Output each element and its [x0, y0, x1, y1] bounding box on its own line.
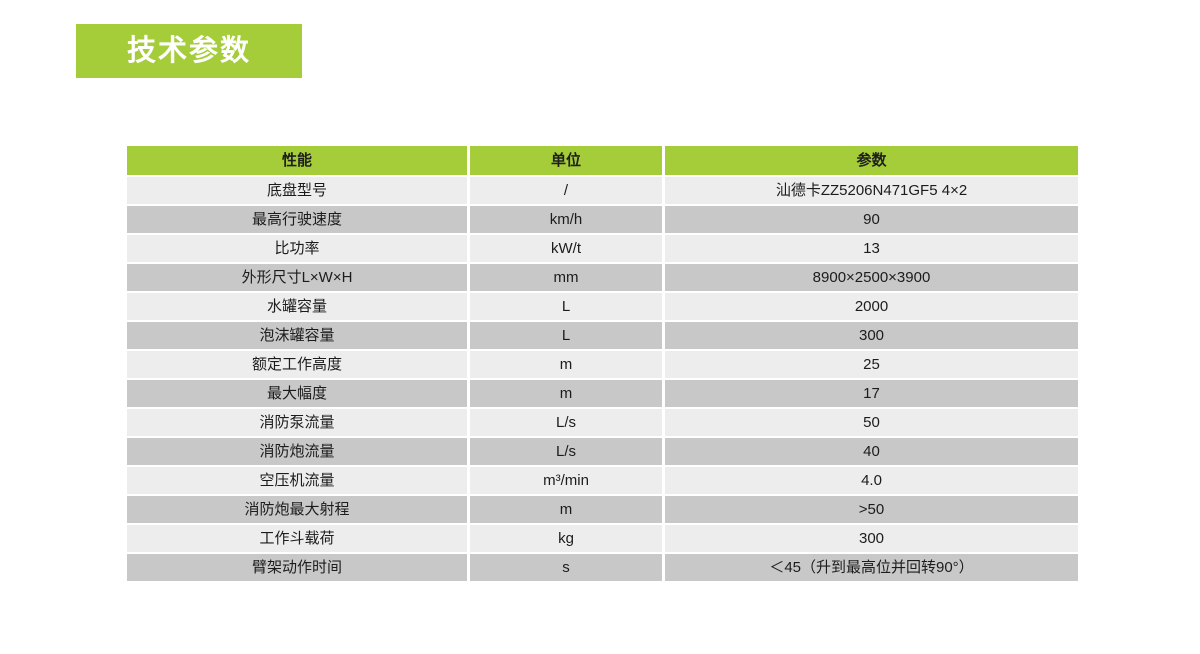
table-row: 水罐容量 L 2000 [127, 293, 1078, 320]
table-body: 底盘型号 / 汕德卡ZZ5206N471GF5 4×2 最高行驶速度 km/h 90 比功率… [127, 177, 1078, 581]
cell-unit: L [470, 293, 662, 320]
table-row: 泡沫罐容量 L 300 [127, 322, 1078, 349]
section-title: 技术参数 [126, 34, 251, 67]
cell-performance: 最高行驶速度 [127, 206, 467, 233]
table-row: 工作斗载荷 kg 300 [127, 525, 1078, 552]
cell-unit: L [470, 322, 662, 349]
cell-unit: km/h [470, 206, 662, 233]
table-row: 底盘型号 / 汕德卡ZZ5206N471GF5 4×2 [127, 177, 1078, 204]
cell-unit: m [470, 496, 662, 523]
column-header-performance: 性能 [127, 146, 467, 175]
table-row: 最大幅度 m 17 [127, 380, 1078, 407]
table-row: 消防炮流量 L/s 40 [127, 438, 1078, 465]
cell-parameter: >50 [665, 496, 1078, 523]
cell-unit: kg [470, 525, 662, 552]
cell-performance: 额定工作高度 [127, 351, 467, 378]
cell-performance: 消防泵流量 [127, 409, 467, 436]
cell-performance: 底盘型号 [127, 177, 467, 204]
cell-parameter: 4.0 [665, 467, 1078, 494]
table-row: 最高行驶速度 km/h 90 [127, 206, 1078, 233]
cell-parameter: 17 [665, 380, 1078, 407]
cell-performance: 比功率 [127, 235, 467, 262]
cell-parameter: 50 [665, 409, 1078, 436]
cell-parameter: 90 [665, 206, 1078, 233]
cell-unit: L/s [470, 409, 662, 436]
table-row: 消防泵流量 L/s 50 [127, 409, 1078, 436]
cell-performance: 消防炮流量 [127, 438, 467, 465]
cell-performance: 空压机流量 [127, 467, 467, 494]
cell-unit: m [470, 380, 662, 407]
table-row: 外形尺寸L×W×H mm 8900×2500×3900 [127, 264, 1078, 291]
table-row: 比功率 kW/t 13 [127, 235, 1078, 262]
column-header-unit: 单位 [470, 146, 662, 175]
cell-performance: 工作斗载荷 [127, 525, 467, 552]
cell-performance: 泡沫罐容量 [127, 322, 467, 349]
section-banner: 技术参数 [76, 24, 302, 78]
technical-parameters-table: 性能 单位 参数 底盘型号 / 汕德卡ZZ5206N471GF5 4×2 最高行驶速度… [124, 144, 1081, 583]
cell-performance: 最大幅度 [127, 380, 467, 407]
table-row: 消防炮最大射程 m >50 [127, 496, 1078, 523]
cell-unit: mm [470, 264, 662, 291]
cell-parameter: ＜45（升到最高位并回转90°） [665, 554, 1078, 581]
table-row: 额定工作高度 m 25 [127, 351, 1078, 378]
cell-parameter: 8900×2500×3900 [665, 264, 1078, 291]
cell-unit: m [470, 351, 662, 378]
cell-performance: 外形尺寸L×W×H [127, 264, 467, 291]
cell-parameter: 汕德卡ZZ5206N471GF5 4×2 [665, 177, 1078, 204]
cell-unit: L/s [470, 438, 662, 465]
cell-unit: s [470, 554, 662, 581]
column-header-parameter: 参数 [665, 146, 1078, 175]
table-row: 空压机流量 m³/min 4.0 [127, 467, 1078, 494]
cell-performance: 消防炮最大射程 [127, 496, 467, 523]
cell-performance: 臂架动作时间 [127, 554, 467, 581]
cell-unit: / [470, 177, 662, 204]
cell-parameter: 25 [665, 351, 1078, 378]
cell-unit: kW/t [470, 235, 662, 262]
table-row: 臂架动作时间 s ＜45（升到最高位并回转90°） [127, 554, 1078, 581]
cell-parameter: 300 [665, 525, 1078, 552]
table-header-row: 性能 单位 参数 [127, 146, 1078, 175]
cell-performance: 水罐容量 [127, 293, 467, 320]
cell-parameter: 2000 [665, 293, 1078, 320]
cell-parameter: 300 [665, 322, 1078, 349]
cell-parameter: 13 [665, 235, 1078, 262]
cell-unit: m³/min [470, 467, 662, 494]
cell-parameter: 40 [665, 438, 1078, 465]
table-header: 性能 单位 参数 [127, 146, 1078, 175]
